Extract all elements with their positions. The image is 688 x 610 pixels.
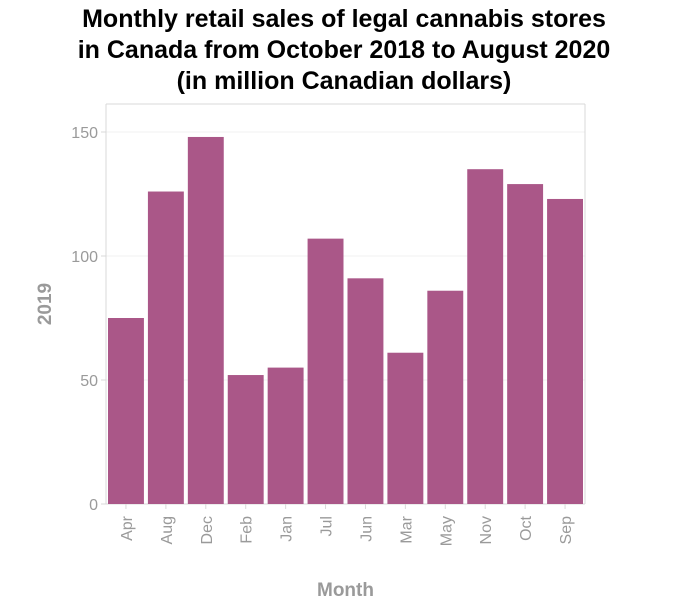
- chart-title: Monthly retail sales of legal cannabis s…: [0, 4, 688, 97]
- chart-title-line-1: Monthly retail sales of legal cannabis s…: [82, 5, 606, 33]
- x-tick-label-apr: Apr: [119, 515, 136, 541]
- bar-dec: [187, 136, 224, 504]
- bar-sep: [547, 198, 583, 504]
- x-tick-label-nov: Nov: [478, 516, 495, 544]
- x-tick-label-aug: Aug: [159, 516, 176, 544]
- x-tick-label-mar: Mar: [398, 515, 415, 543]
- chart-title-line-3: (in million Canadian dollars): [176, 67, 512, 95]
- bar-mar: [387, 352, 424, 504]
- bar-jul: [307, 238, 344, 504]
- y-tick-label-1: 50: [80, 373, 98, 390]
- x-tick-label-jul: Jul: [319, 516, 336, 536]
- bar-nov: [467, 169, 504, 504]
- chart-title-line-2: in Canada from October 2018 to August 20…: [77, 36, 611, 64]
- y-axis-title: 2019: [35, 283, 56, 325]
- x-tick-label-jan: Jan: [279, 516, 296, 542]
- x-tick-label-sep: Sep: [558, 516, 575, 545]
- bar-jan: [267, 367, 304, 504]
- x-tick-label-may: May: [438, 516, 455, 546]
- bar-jun: [347, 278, 384, 504]
- x-tick-label-feb: Feb: [239, 516, 256, 544]
- bar-feb: [227, 375, 264, 504]
- y-tick-label-3: 150: [71, 125, 98, 142]
- x-tick-label-oct: Oct: [518, 515, 535, 540]
- x-axis-title: Month: [317, 580, 374, 601]
- bar-oct: [507, 184, 544, 504]
- y-tick-label-0: 0: [89, 497, 98, 514]
- bar-aug: [147, 191, 184, 504]
- bar-may: [427, 290, 464, 504]
- bar-apr: [108, 318, 144, 504]
- x-tick-label-dec: Dec: [199, 516, 216, 544]
- y-tick-label-2: 100: [71, 249, 98, 266]
- x-tick-label-jun: Jun: [358, 516, 375, 542]
